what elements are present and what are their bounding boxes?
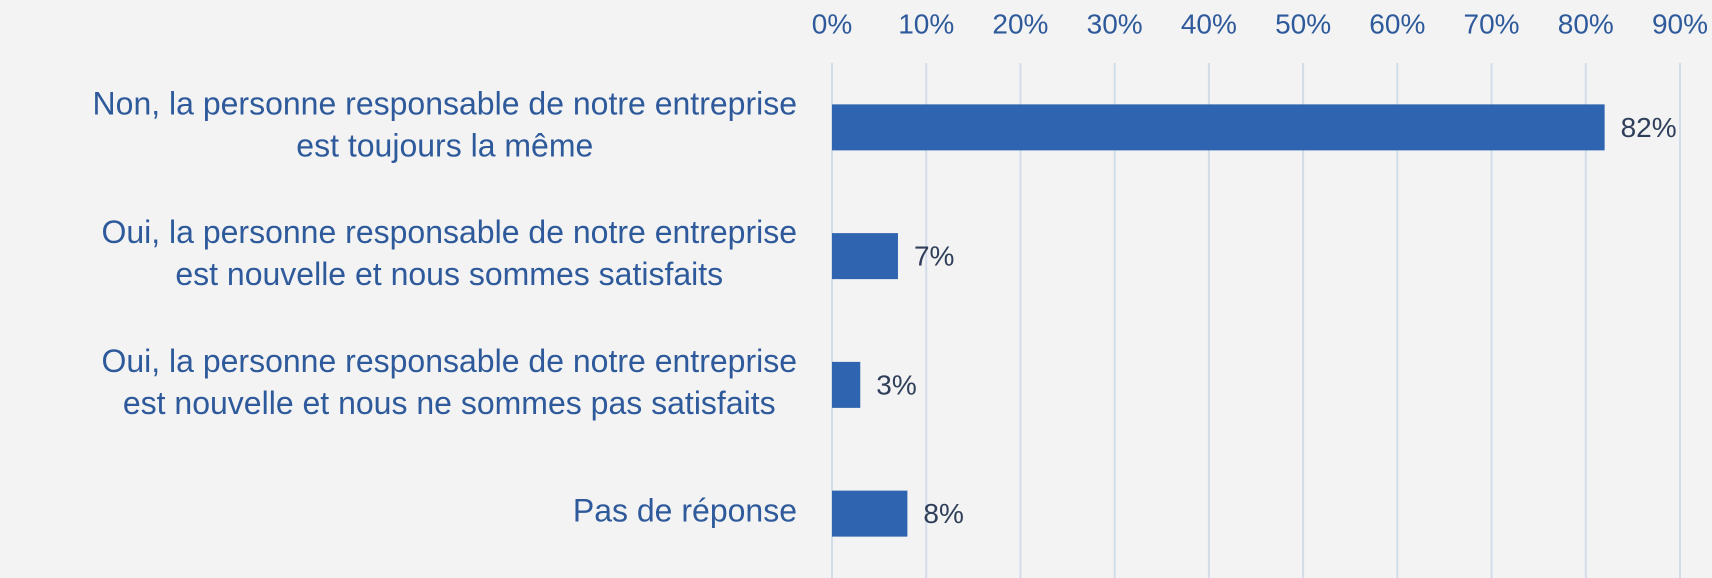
category-label-line: est toujours la même <box>296 128 593 164</box>
x-tick-label: 30% <box>1087 8 1143 39</box>
x-tick-label: 80% <box>1558 8 1614 39</box>
bar <box>832 490 908 537</box>
category-label: Oui, la personne responsable de notre en… <box>101 343 797 421</box>
category-label-line: Oui, la personne responsable de notre en… <box>101 343 797 379</box>
category-label: Non, la personne responsable de notre en… <box>93 86 797 164</box>
x-tick-label: 70% <box>1464 8 1520 39</box>
x-tick-label: 90% <box>1652 8 1708 39</box>
bar <box>832 233 898 280</box>
x-tick-label: 60% <box>1369 8 1425 39</box>
category-label: Pas de réponse <box>573 493 797 529</box>
x-tick-label: 40% <box>1181 8 1237 39</box>
value-label: 8% <box>923 498 963 529</box>
category-label: Oui, la personne responsable de notre en… <box>101 215 797 293</box>
value-label: 82% <box>1621 112 1677 143</box>
category-label-line: est nouvelle et nous ne sommes pas satis… <box>123 385 776 421</box>
category-label-line: Non, la personne responsable de notre en… <box>93 86 797 122</box>
value-label: 7% <box>914 241 954 272</box>
value-label: 3% <box>876 369 916 400</box>
category-label-line: Pas de réponse <box>573 493 797 529</box>
bar <box>832 104 1605 151</box>
x-tick-label: 10% <box>898 8 954 39</box>
x-tick-label: 50% <box>1275 8 1331 39</box>
category-label-line: est nouvelle et nous sommes satisfaits <box>175 257 723 293</box>
x-tick-label: 20% <box>992 8 1048 39</box>
bar <box>832 361 861 408</box>
category-label-line: Oui, la personne responsable de notre en… <box>101 215 797 251</box>
x-tick-label: 0% <box>812 8 852 39</box>
